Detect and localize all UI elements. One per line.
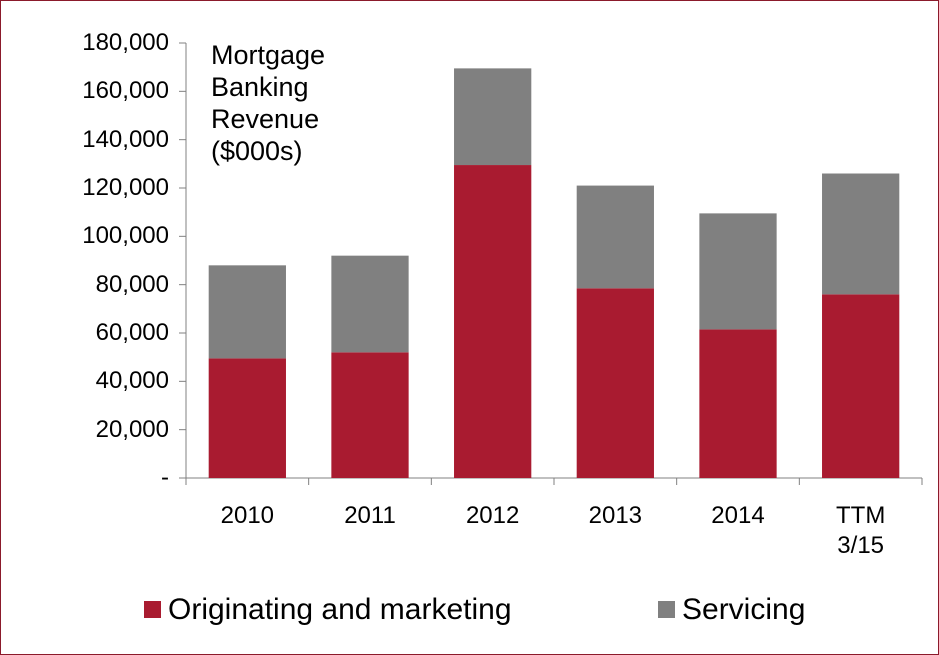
x-tick-label: 2013 [588, 502, 643, 529]
bar-segment [822, 173, 900, 295]
bar-segment [454, 165, 532, 478]
bar-segment [576, 288, 654, 478]
y-tick-label: 140,000 [82, 125, 169, 153]
y-tick-label: 60,000 [95, 319, 169, 346]
y-tick-label: 180,000 [82, 29, 169, 56]
y-tick-label: 40,000 [95, 367, 169, 395]
y-tick-label: 120,000 [82, 174, 169, 201]
chart-title: Mortgage Banking Revenue ($000s) [211, 40, 326, 166]
y-tick-label: 160,000 [82, 77, 169, 105]
bar-segment [208, 358, 286, 478]
y-tick-label: 20,000 [95, 415, 169, 443]
bar-segment [822, 294, 900, 478]
bar-segment [208, 265, 286, 359]
y-tick-label: 80,000 [95, 270, 169, 298]
y-tick-label: - [161, 464, 169, 491]
x-tick-label: 2012 [465, 502, 520, 529]
legend-swatch [144, 601, 161, 618]
bar-segment [331, 255, 409, 353]
x-tick-label: 2014 [711, 502, 765, 529]
x-tick-label: 2010 [220, 502, 275, 529]
legend-label: Originating and marketing [168, 593, 512, 626]
x-tick-label: TTM 3/15 [836, 502, 886, 559]
bar-segment [576, 185, 654, 289]
legend-label: Servicing [682, 593, 806, 626]
legend-swatch [658, 601, 675, 618]
bar-segment [699, 213, 777, 330]
y-tick-label: 100,000 [82, 222, 169, 250]
bar-segment [699, 329, 777, 478]
bar-segment [331, 352, 409, 478]
bar-segment [454, 68, 532, 166]
x-tick-label: 2011 [344, 502, 396, 529]
